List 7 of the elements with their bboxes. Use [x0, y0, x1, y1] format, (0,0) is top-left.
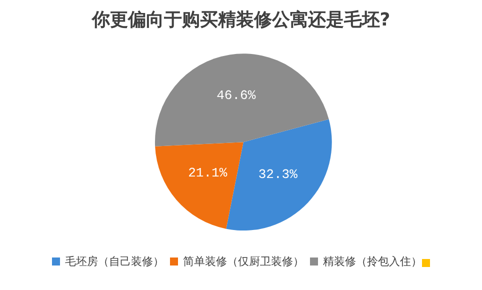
data-label: 21.1% [188, 165, 228, 180]
legend-label: 毛坯房（自己装修） [65, 255, 164, 268]
legend-label: 简单装修（仅厨卫装修） [183, 255, 304, 268]
chart-title: 你更偏向于购买精装修公寓还是毛坯? [90, 10, 390, 30]
legend-label: 精装修（拎包入住） [323, 255, 422, 268]
data-label: 46.6% [216, 88, 256, 103]
data-label: 32.3% [258, 166, 298, 182]
